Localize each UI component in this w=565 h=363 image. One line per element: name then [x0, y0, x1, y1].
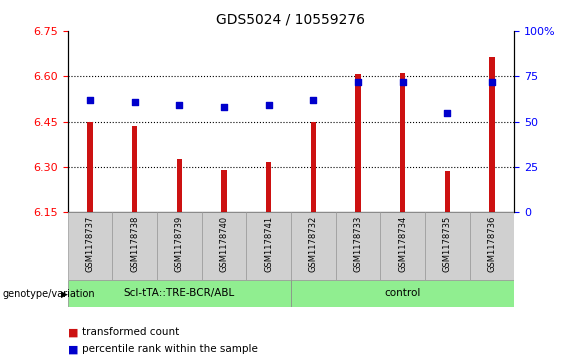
Text: GSM1178736: GSM1178736: [488, 216, 496, 272]
Text: GSM1178737: GSM1178737: [86, 216, 94, 272]
Bar: [489, 57, 494, 212]
Point: [354, 79, 363, 85]
Point: [487, 79, 496, 85]
Bar: [221, 170, 227, 212]
FancyBboxPatch shape: [202, 212, 246, 280]
FancyBboxPatch shape: [157, 212, 202, 280]
Text: Scl-tTA::TRE-BCR/ABL: Scl-tTA::TRE-BCR/ABL: [124, 288, 235, 298]
Text: GSM1178741: GSM1178741: [264, 216, 273, 272]
Bar: [400, 73, 405, 212]
Text: GSM1178733: GSM1178733: [354, 216, 362, 272]
Bar: [266, 162, 271, 212]
Point: [130, 99, 139, 105]
Text: GSM1178732: GSM1178732: [309, 216, 318, 272]
Text: ■: ■: [68, 344, 79, 354]
Point: [443, 110, 452, 115]
FancyBboxPatch shape: [336, 212, 380, 280]
Bar: [445, 171, 450, 212]
Point: [308, 97, 318, 103]
Point: [219, 104, 228, 110]
Text: GSM1178739: GSM1178739: [175, 216, 184, 272]
Bar: [88, 122, 93, 212]
Title: GDS5024 / 10559276: GDS5024 / 10559276: [216, 13, 366, 27]
Point: [175, 102, 184, 108]
Bar: [311, 122, 316, 212]
FancyBboxPatch shape: [291, 212, 336, 280]
FancyBboxPatch shape: [380, 212, 425, 280]
Text: transformed count: transformed count: [82, 327, 179, 337]
Text: genotype/variation: genotype/variation: [3, 289, 95, 299]
Text: GSM1178738: GSM1178738: [131, 216, 139, 272]
Point: [398, 79, 407, 85]
Text: GSM1178734: GSM1178734: [398, 216, 407, 272]
Text: ▶: ▶: [61, 290, 68, 298]
FancyBboxPatch shape: [68, 212, 112, 280]
FancyBboxPatch shape: [470, 212, 514, 280]
FancyBboxPatch shape: [246, 212, 291, 280]
FancyBboxPatch shape: [291, 280, 514, 307]
Text: ■: ■: [68, 327, 79, 337]
Text: GSM1178735: GSM1178735: [443, 216, 451, 272]
Point: [264, 102, 273, 108]
Text: control: control: [384, 288, 421, 298]
Bar: [177, 159, 182, 212]
Bar: [132, 126, 137, 212]
Text: percentile rank within the sample: percentile rank within the sample: [82, 344, 258, 354]
FancyBboxPatch shape: [112, 212, 157, 280]
Bar: [355, 74, 360, 212]
Text: GSM1178740: GSM1178740: [220, 216, 228, 272]
FancyBboxPatch shape: [68, 280, 291, 307]
Point: [85, 97, 94, 103]
FancyBboxPatch shape: [425, 212, 470, 280]
